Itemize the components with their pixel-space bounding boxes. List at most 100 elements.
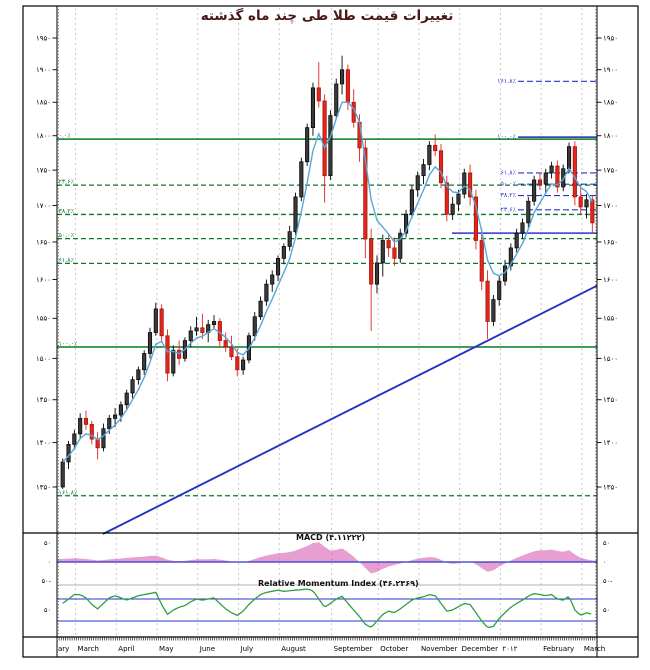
candle-body [275,258,281,276]
rmi-tick-left: ۵۰ [44,606,51,614]
candle-body [450,203,455,215]
candle-body [427,144,432,165]
fib-blue-label: ۲۳.۶٪ [500,206,516,213]
candle-body [316,87,321,102]
fib-green-label: ۵۰.۰٪ [59,232,75,239]
candle-body [415,175,420,191]
month-label: March [584,645,605,653]
candle-body [211,321,217,325]
fib-green-label: ۱۰۰.۰٪ [59,341,78,348]
candle-body [223,340,228,348]
trendline [102,284,598,535]
fib-green-label: ۶۱.۸٪ [59,257,75,264]
candle-body [264,283,269,302]
fib-green-label: ۱۶۱.۸٪ [59,489,78,496]
y-axis-label-left: ۱۸۰۰ [36,132,51,140]
candle-body [287,231,292,247]
month-label: August [281,645,306,653]
candle-body [229,346,234,358]
outer-frame [22,5,639,658]
fib-blue-label: ۳۸.۲٪ [500,192,516,199]
candle-body [566,146,572,170]
macd-tick-right: ۵۰ [603,539,610,547]
candle-body [310,87,316,128]
y-axis-label-left: ۱۷۰۰ [36,202,51,210]
candle-body [258,300,263,318]
candle-body [409,189,414,215]
candle-body [380,240,385,264]
candle-body [491,299,496,322]
month-label: October [380,645,408,653]
y-axis-label-left: ۱۴۰۰ [36,439,51,447]
candle-body [293,196,298,233]
month-label: ۲۰۱۲ [502,645,517,653]
candle-body [171,349,176,374]
candle-body [456,193,461,205]
y-axis-label-right: ۱۳۵۰ [603,483,618,491]
candle-body [159,308,164,337]
fib-green-label: ۲۳.۶٪ [59,179,75,186]
month-label: May [159,645,173,653]
candle-body [165,335,170,374]
candle-body [497,280,502,300]
fib-blue-label: ۱۰۰.۰٪ [497,134,516,141]
candle-body [136,369,141,381]
y-axis-label-right: ۱۶۰۰ [603,276,618,284]
candle-body [95,438,100,449]
rmi-label: Relative Momentum Index (۴۶.۲۳۶۹) [258,579,419,588]
y-axis-label-left: ۱۶۵۰ [36,238,51,246]
candle-body [369,238,374,285]
y-axis-label-right: ۱۹۵۰ [603,34,618,42]
candle-body [590,199,595,224]
candle-body [468,172,473,198]
candle-body [147,332,153,354]
y-axis-label-right: ۱۸۵۰ [603,99,618,107]
candle-body [404,213,409,234]
candle-body [334,83,339,116]
candle-body [398,232,403,259]
candle-body [363,147,368,240]
candle-body [72,433,77,445]
fib-blue-label: ۵۰.۰٪ [500,181,516,188]
y-axis-label-right: ۱۷۰۰ [603,202,618,210]
candle-body [299,161,304,198]
candle-body [270,274,275,285]
candle-body [113,414,118,419]
macd-tick-left: ۰ [48,558,52,566]
candle-body [561,168,566,188]
y-axis-label-left: ۱۴۵۰ [36,396,51,404]
y-axis-label-left: ۱۸۵۰ [36,99,51,107]
candle-body [462,172,467,195]
candle-body [508,247,513,267]
candle-body [124,392,129,406]
candle-body [89,424,94,440]
month-label: December [462,645,498,653]
rmi-curve [62,588,592,629]
fib-blue-label: ۶۱.۸٪ [500,169,516,176]
candle-body [118,404,123,416]
y-axis-label-right: ۱۷۵۰ [603,167,618,175]
month-label: September [334,645,373,653]
candle-body [578,196,583,208]
fib-green-label: ۰.۰٪ [59,133,71,140]
candle-body [194,327,199,332]
candle-body [555,165,560,188]
candle-body [485,280,490,322]
candle-body [235,356,240,371]
y-axis-label-right: ۱۵۰۰ [603,355,618,363]
y-axis-label-right: ۱۴۰۰ [603,439,618,447]
y-axis-label-right: ۱۸۰۰ [603,132,618,140]
candle-body [549,165,554,174]
candle-body [514,232,519,249]
candle-body [153,308,158,333]
candle-body [322,100,327,177]
y-axis-label-right: ۱۵۵۰ [603,315,618,323]
month-label: February [543,645,574,653]
candle-body [479,240,484,282]
month-label: ary [58,645,69,653]
candle-body [101,428,106,449]
rmi-tick-right: ۵۰ [603,606,610,614]
macd-label: MACD (۴.۱۱۲۲۲) [296,533,366,542]
candle-body [252,316,257,337]
